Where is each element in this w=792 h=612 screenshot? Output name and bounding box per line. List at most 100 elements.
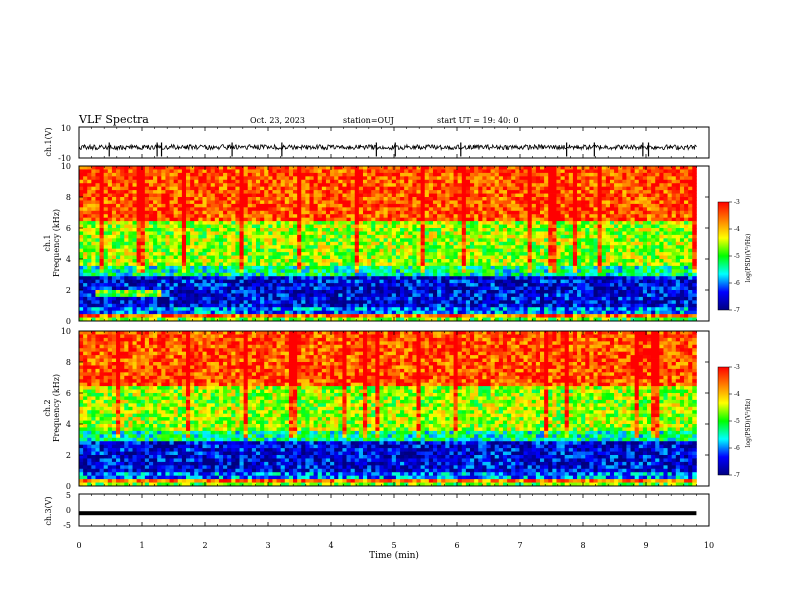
spectrogram-cell	[441, 245, 446, 250]
spectrogram-cell	[91, 307, 96, 312]
spectrogram-cell	[231, 248, 236, 253]
spectrogram-cell	[177, 283, 183, 287]
spectrogram-cell	[260, 193, 265, 198]
spectrogram-cell	[243, 193, 249, 198]
spectrogram-cell	[87, 293, 92, 298]
spectrogram-cell	[165, 248, 170, 253]
spectrogram-cell	[367, 179, 372, 184]
spectrogram-cell	[103, 259, 109, 263]
spectrogram-cell	[153, 255, 158, 260]
spectrogram-cell	[408, 248, 413, 253]
spectrogram-cell	[515, 197, 520, 201]
spectrogram-cell	[490, 221, 496, 225]
spectrogram-cell	[317, 166, 323, 170]
spectrogram-cell	[214, 203, 220, 208]
spectrogram-cell	[482, 172, 487, 177]
spectrogram-cell	[317, 172, 323, 177]
spectrogram-cell	[432, 296, 438, 301]
spectrogram-cell	[239, 241, 245, 246]
spectrogram-cell	[511, 179, 516, 184]
spectrogram-cell	[474, 190, 479, 194]
spectrogram-cell	[264, 190, 269, 194]
spectrogram-cell	[144, 214, 150, 219]
spectrogram-cell	[432, 265, 438, 270]
spectrogram-cell	[465, 197, 471, 201]
spectrogram-cell	[276, 317, 282, 321]
spectrogram-cell	[276, 166, 282, 170]
spectrogram-cell	[387, 314, 393, 318]
spectrogram-cell	[260, 290, 265, 294]
spectrogram-cell	[387, 255, 393, 260]
spectrogram-cell	[272, 303, 277, 308]
spectrogram-cell	[198, 296, 203, 301]
spectrogram-cell	[482, 183, 487, 188]
spectrogram-cell	[124, 248, 129, 253]
spectrogram-cell	[190, 276, 195, 281]
spectrogram-cell	[301, 183, 306, 188]
spectrogram-cell	[350, 245, 356, 250]
spectrogram-cell	[391, 193, 397, 198]
spectrogram-cell	[194, 234, 199, 239]
spectrogram-cell	[494, 238, 500, 243]
spectrogram-cell	[342, 279, 347, 284]
spectrogram-cell	[309, 166, 315, 170]
spectrogram-cell	[441, 179, 446, 184]
spectrogram-cell	[144, 238, 150, 243]
spectrogram-cell	[432, 307, 438, 312]
spectrogram-cell	[424, 252, 430, 256]
spectrogram-cell	[437, 207, 442, 212]
spectrogram-cell	[313, 214, 319, 219]
spectrogram-cell	[280, 272, 286, 277]
spectrogram-cell	[457, 310, 463, 315]
spectrogram-cell	[527, 265, 533, 270]
spectrogram-cell	[502, 193, 508, 198]
spectrogram-cell	[87, 314, 92, 318]
spectrogram-cell	[144, 252, 150, 256]
spectrogram-cell	[428, 300, 434, 305]
spectrogram-cell	[342, 286, 347, 291]
spectrogram-cell	[375, 296, 380, 301]
spectrogram-cell	[293, 245, 298, 250]
spectrogram-cell	[334, 231, 339, 236]
spectrogram-cell	[194, 183, 199, 188]
spectrogram-cell	[383, 303, 389, 308]
spectrogram-cell	[474, 262, 479, 267]
spectrogram-cell	[408, 265, 413, 270]
spectrogram-cell	[400, 217, 405, 222]
spectrogram-cell	[358, 172, 364, 177]
spectrogram-cell	[165, 169, 170, 174]
spectrogram-cell	[412, 255, 417, 260]
spectrogram-cell	[79, 228, 84, 232]
spectrogram-cell	[313, 207, 319, 212]
spectrogram-cell	[206, 255, 212, 260]
spectrogram-cell	[297, 238, 302, 243]
spectrogram-cell	[453, 241, 459, 246]
spectrogram-cell	[474, 252, 479, 256]
spectrogram-cell	[523, 255, 529, 260]
spectrogram-cell	[313, 290, 319, 294]
spectrogram-cell	[420, 217, 426, 222]
spectrogram-cell	[186, 186, 191, 191]
spectrogram-cell	[276, 286, 282, 291]
spectrogram-cell	[120, 300, 125, 305]
spectrogram-cell	[124, 293, 129, 298]
spectrogram-cell	[321, 207, 327, 212]
spectrogram-cell	[247, 248, 253, 253]
spectrogram-cell	[494, 286, 500, 291]
spectrogram-cell	[486, 279, 491, 284]
spectrogram-cell	[214, 300, 220, 305]
spectrogram-cell	[498, 228, 504, 232]
spectrogram-cell	[527, 190, 533, 194]
spectrogram-cell	[404, 255, 409, 260]
spectrogram-cell	[148, 231, 154, 236]
spectrogram-cell	[437, 234, 442, 239]
spectrogram-cell	[330, 303, 335, 308]
spectrogram-cell	[371, 245, 376, 250]
spectrogram-cell	[181, 197, 187, 201]
spectrogram-cell	[367, 207, 372, 212]
spectrogram-cell	[309, 255, 315, 260]
spectrogram-cell	[313, 221, 319, 225]
spectrogram-cell	[445, 307, 450, 312]
spectrogram-cell	[346, 307, 352, 312]
spectrogram-cell	[358, 183, 364, 188]
